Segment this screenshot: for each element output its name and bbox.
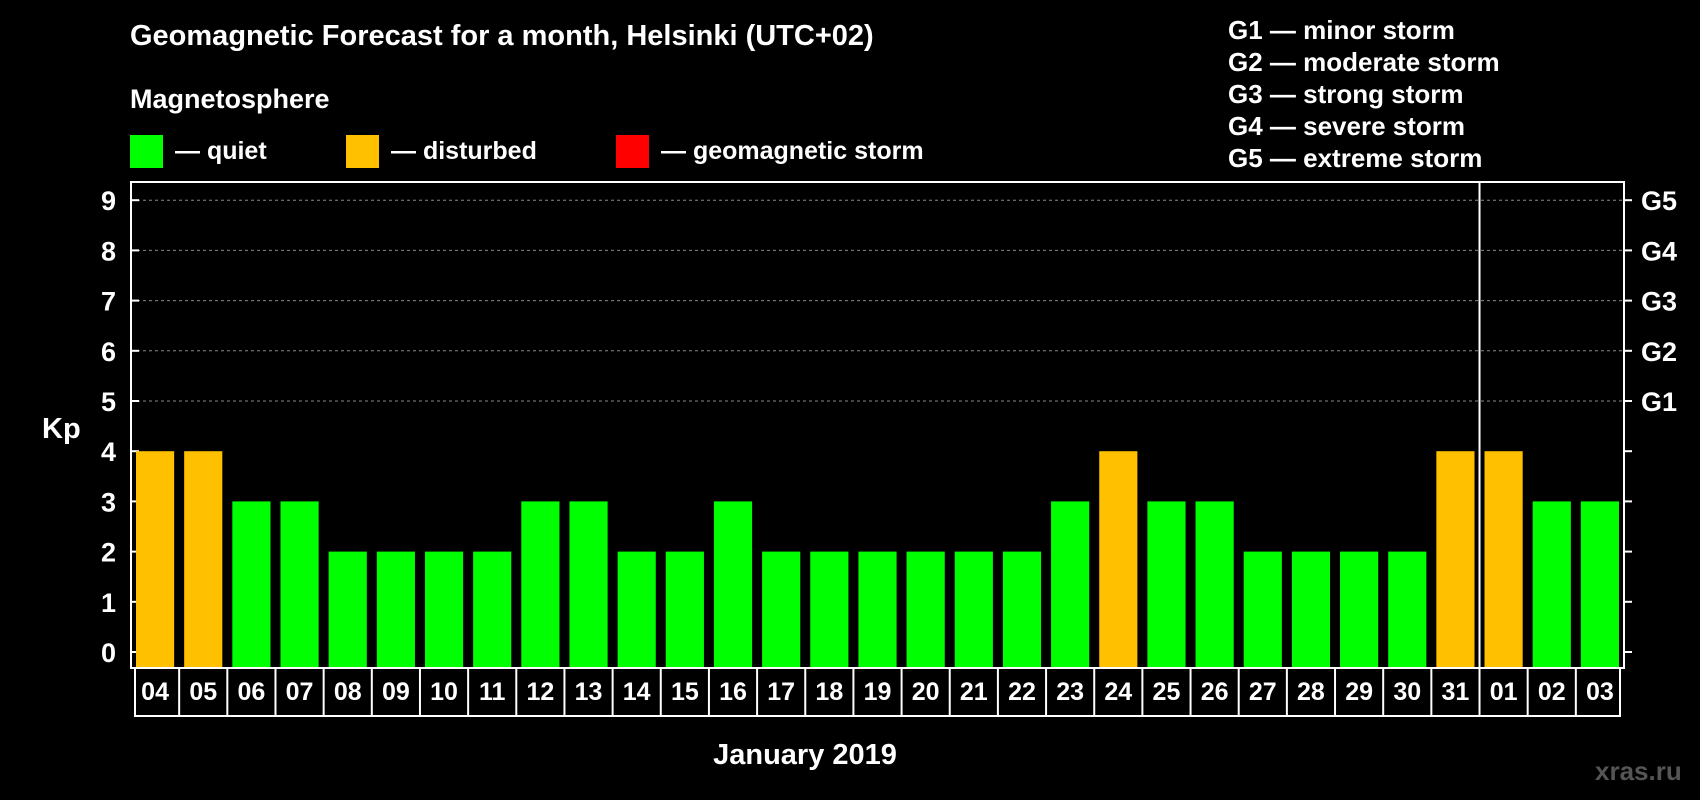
bar-03: [1580, 501, 1619, 667]
x-tick-label: 27: [1249, 678, 1277, 706]
bar-14: [617, 551, 656, 667]
bar-29: [1340, 551, 1379, 667]
bar-30: [1388, 551, 1427, 667]
y-tick-label: 7: [101, 287, 116, 317]
storm-scale-g5: G5 — extreme storm: [1228, 143, 1483, 173]
chart-subtitle: Magnetosphere: [130, 84, 330, 114]
legend-disturbed-label: — disturbed: [391, 136, 537, 165]
bar-21: [954, 551, 993, 667]
legend-quiet-swatch: [130, 134, 163, 168]
bar-11: [473, 551, 512, 667]
x-tick-label: 11: [479, 678, 506, 706]
chart-title: Geomagnetic Forecast for a month, Helsin…: [130, 20, 874, 52]
bar-22: [1002, 551, 1042, 667]
watermark: xras.ru: [1595, 756, 1682, 786]
bar-27: [1243, 551, 1282, 667]
bar-28: [1291, 551, 1331, 667]
bar-25: [1147, 501, 1186, 667]
legend-disturbed: — disturbed: [346, 134, 537, 168]
x-tick-label: 04: [141, 678, 169, 706]
x-tick-label: 06: [237, 678, 265, 706]
x-tick-label: 13: [575, 678, 603, 706]
x-tick-label: 08: [334, 678, 362, 706]
x-tick-label: 02: [1538, 678, 1566, 706]
storm-scale-g1: G1 — minor storm: [1228, 15, 1455, 45]
x-tick-label: 16: [719, 678, 747, 706]
x-tick-label: 26: [1201, 678, 1229, 706]
x-tick-label: 24: [1104, 678, 1132, 706]
bar-08: [328, 551, 367, 667]
storm-scale-g2: G2 — moderate storm: [1228, 47, 1500, 77]
x-tick-label: 29: [1345, 678, 1373, 706]
bar-09: [376, 551, 415, 667]
x-tick-label: 01: [1490, 678, 1518, 706]
x-tick-label: 18: [815, 678, 843, 706]
bar-04: [136, 451, 175, 667]
x-tick-label: 12: [526, 678, 554, 706]
x-tick-label: 19: [864, 678, 892, 706]
right-axis-label-g2: G2: [1641, 337, 1677, 367]
right-axis-label-g3: G3: [1641, 287, 1677, 317]
legend-storm: — geomagnetic storm: [616, 134, 924, 168]
y-tick-label: 1: [101, 588, 116, 618]
y-tick-label: 4: [101, 437, 116, 467]
bar-26: [1195, 501, 1234, 667]
legend-quiet: — quiet: [130, 134, 267, 168]
y-tick-label: 2: [101, 538, 116, 568]
bar-18: [810, 551, 849, 667]
y-tick-label: 8: [101, 236, 116, 266]
bar-13: [569, 501, 608, 667]
bar-07: [280, 501, 319, 667]
bar-16: [713, 501, 753, 667]
bar-19: [858, 551, 897, 667]
legend-quiet-label: — quiet: [175, 136, 267, 165]
x-tick-label: 05: [189, 678, 217, 706]
x-tick-label: 07: [286, 678, 314, 706]
legend-storm-label: — geomagnetic storm: [661, 136, 924, 165]
legend-disturbed-swatch: [346, 134, 379, 168]
bar-05: [184, 451, 223, 667]
y-tick-label: 5: [101, 387, 116, 417]
x-tick-label: 14: [623, 678, 651, 706]
storm-scale-legend: G1 — minor storm G2 — moderate storm G3 …: [1228, 14, 1500, 174]
bar-02: [1532, 501, 1571, 667]
y-axis-label: Kp: [42, 413, 81, 445]
right-axis-label-g4: G4: [1641, 236, 1677, 266]
x-tick-label: 22: [1008, 678, 1036, 706]
x-tick-label: 23: [1056, 678, 1084, 706]
x-tick-label: 10: [430, 678, 458, 706]
y-tick-label: 9: [101, 186, 116, 216]
bar-10: [424, 551, 464, 667]
right-axis-label-g5: G5: [1641, 186, 1677, 216]
bar-15: [665, 551, 704, 667]
x-tick-label: 31: [1442, 678, 1470, 706]
x-tick-label: 30: [1393, 678, 1421, 706]
x-tick-label: 09: [382, 678, 410, 706]
x-tick-label: 21: [960, 678, 988, 706]
x-axis-label: January 2019: [713, 739, 897, 771]
legend-storm-swatch: [616, 134, 649, 168]
bar-12: [521, 501, 560, 667]
bar-17: [762, 551, 801, 667]
x-tick-label: 17: [767, 678, 795, 706]
x-tick-label: 28: [1297, 678, 1325, 706]
bar-06: [232, 501, 271, 667]
right-axis-label-g1: G1: [1641, 387, 1677, 417]
bar-20: [906, 551, 945, 667]
bar-01: [1484, 451, 1523, 667]
bar-23: [1051, 501, 1090, 667]
x-axis-label-box: [134, 667, 1621, 717]
x-tick-label: 25: [1153, 678, 1181, 706]
x-tick-label: 20: [912, 678, 940, 706]
y-tick-label: 3: [101, 487, 116, 517]
bar-31: [1436, 451, 1475, 667]
x-tick-label: 15: [671, 678, 699, 706]
y-tick-label: 0: [101, 638, 116, 668]
storm-scale-g4: G4 — severe storm: [1228, 111, 1466, 141]
x-tick-label: 03: [1586, 678, 1614, 706]
bar-24: [1099, 451, 1138, 667]
storm-scale-g3: G3 — strong storm: [1228, 79, 1464, 109]
y-tick-label: 6: [101, 337, 116, 367]
